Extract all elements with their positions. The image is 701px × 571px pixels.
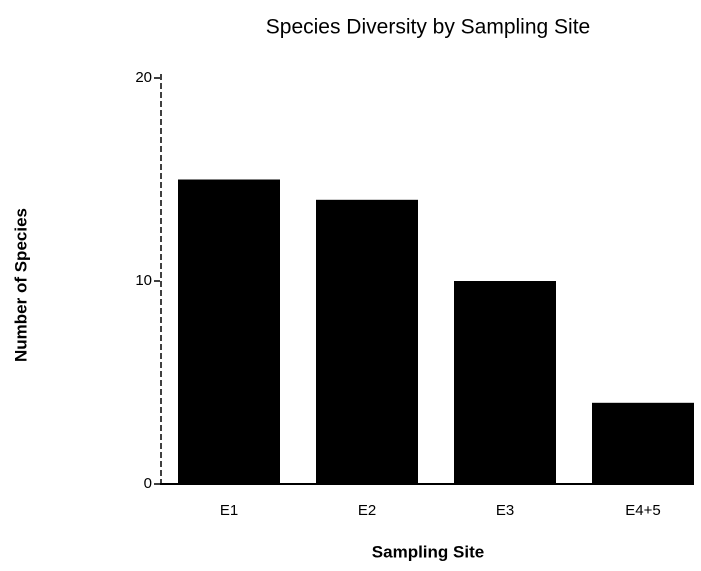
- x-tick-label: E2: [358, 502, 376, 519]
- y-tick-label: 0: [144, 475, 152, 492]
- y-tick-label: 20: [135, 69, 152, 86]
- bar: [592, 402, 694, 484]
- bar: [316, 199, 418, 485]
- bar: [178, 179, 280, 484]
- x-tick-label: E3: [496, 502, 514, 519]
- x-tick-label: E1: [220, 502, 238, 519]
- y-axis-label: Number of Species: [11, 208, 30, 362]
- y-tick-label: 10: [135, 272, 152, 289]
- chart-title: Species Diversity by Sampling Site: [266, 16, 590, 39]
- x-axis-label: Sampling Site: [372, 542, 484, 561]
- bar: [454, 281, 556, 484]
- x-tick-label: E4+5: [625, 502, 660, 519]
